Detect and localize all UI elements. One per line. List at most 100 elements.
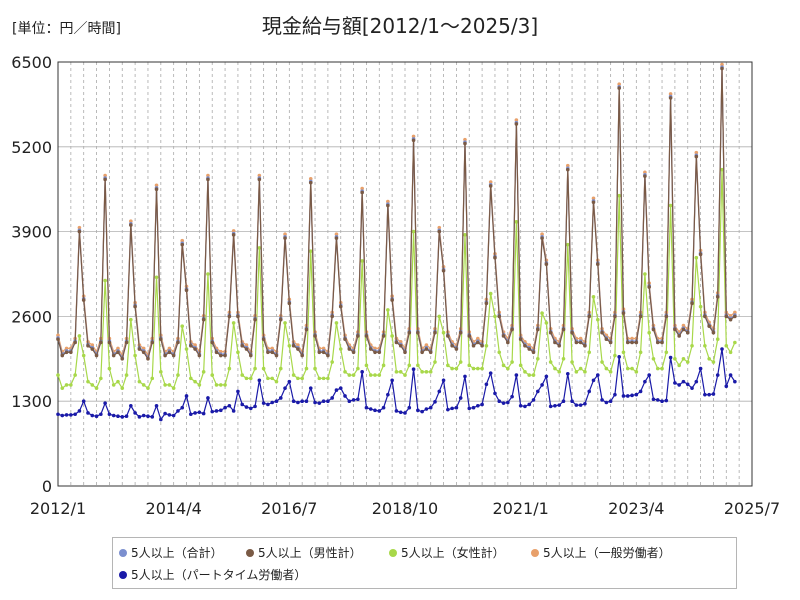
data-point-male	[651, 327, 656, 332]
data-point-female	[159, 370, 163, 374]
data-point-part	[698, 366, 703, 371]
data-point-male	[660, 340, 664, 345]
legend-label-general: 5人以上（一般労働者）	[543, 546, 671, 560]
data-point-male	[604, 337, 609, 342]
data-point-male	[107, 340, 112, 345]
data-point-male	[514, 122, 519, 126]
data-point-female	[570, 360, 574, 364]
data-point-part	[446, 407, 450, 412]
data-point-female	[240, 373, 245, 377]
data-point-female	[724, 343, 729, 348]
data-point-male	[283, 236, 287, 240]
data-point-part	[184, 394, 189, 398]
data-point-male	[685, 330, 690, 335]
data-point-female	[261, 366, 266, 371]
data-point-part	[578, 403, 583, 407]
data-point-male	[257, 177, 262, 182]
data-point-general	[424, 343, 429, 347]
data-point-part	[133, 411, 137, 415]
data-point-part	[356, 397, 360, 402]
data-point-part	[720, 347, 724, 351]
data-point-female	[137, 379, 142, 384]
data-point-male	[184, 288, 189, 293]
data-point-male	[587, 314, 592, 319]
data-point-male	[488, 184, 493, 188]
data-point-female	[690, 343, 694, 348]
data-point-male	[673, 327, 677, 332]
data-point-part	[570, 399, 574, 404]
data-point-female	[617, 193, 621, 198]
data-point-male	[111, 353, 116, 358]
data-point-female	[613, 353, 617, 358]
data-point-part	[728, 373, 733, 377]
data-point-part	[206, 396, 210, 400]
data-point-part	[450, 406, 454, 411]
data-point-female	[381, 363, 386, 368]
data-point-male	[150, 340, 155, 345]
data-point-part	[189, 412, 193, 417]
data-point-part	[416, 408, 420, 413]
data-point-female	[90, 383, 95, 387]
data-point-general	[334, 232, 339, 237]
data-point-part	[694, 379, 699, 384]
data-point-female	[561, 357, 566, 361]
data-point-part	[116, 414, 120, 419]
data-point-female	[360, 259, 364, 263]
data-point-male	[291, 343, 296, 348]
data-point-part	[604, 400, 609, 405]
data-point-male	[189, 343, 193, 348]
data-point-general	[244, 343, 249, 347]
data-point-female	[86, 379, 90, 384]
data-point-part	[638, 389, 643, 394]
data-point-female	[711, 360, 716, 364]
legend-item-part: 5人以上（パートタイム労働者）	[119, 566, 306, 583]
series-line-part	[57, 348, 736, 421]
x-tick-label: 2023/4	[608, 499, 664, 518]
data-point-part	[685, 382, 690, 387]
data-point-male	[223, 353, 227, 358]
legend-label-total: 5人以上（合計）	[131, 546, 223, 560]
data-point-female	[386, 308, 390, 312]
data-point-female	[493, 314, 497, 319]
data-point-male	[390, 298, 394, 302]
data-point-female	[73, 373, 77, 377]
data-point-male	[398, 343, 403, 348]
data-point-male	[703, 314, 707, 319]
data-point-female	[317, 376, 322, 381]
data-point-general	[540, 232, 544, 237]
data-point-male	[527, 347, 532, 351]
data-point-male	[261, 337, 266, 342]
legend-label-male: 5人以上（男性計）	[258, 546, 362, 560]
data-point-male	[441, 268, 446, 273]
data-point-general	[643, 170, 647, 175]
data-point-part	[463, 374, 467, 379]
data-point-female	[655, 366, 660, 371]
data-point-male	[73, 340, 77, 345]
data-point-female	[484, 343, 489, 348]
data-point-female	[124, 373, 129, 377]
data-point-part	[428, 405, 433, 410]
data-point-part	[334, 388, 339, 392]
data-point-general	[257, 173, 262, 178]
data-point-part	[707, 392, 711, 397]
data-point-female	[715, 337, 720, 342]
data-point-male	[120, 357, 125, 361]
data-point-female	[677, 363, 681, 368]
data-point-part	[454, 405, 459, 410]
data-point-part	[536, 389, 540, 394]
data-point-male	[347, 347, 352, 351]
data-point-female	[201, 370, 206, 374]
data-point-female	[668, 203, 673, 208]
data-point-female	[287, 343, 292, 348]
y-tick-label: 2600	[11, 307, 52, 326]
data-point-female	[184, 347, 189, 351]
data-point-male	[90, 347, 95, 351]
data-point-part	[107, 412, 112, 417]
x-tick-label: 2012/1	[30, 499, 86, 518]
data-point-female	[673, 357, 677, 361]
data-point-female	[330, 360, 334, 364]
data-point-male	[733, 314, 737, 319]
plot-frame	[57, 61, 753, 487]
data-point-male	[544, 262, 549, 267]
data-point-female	[283, 321, 287, 325]
